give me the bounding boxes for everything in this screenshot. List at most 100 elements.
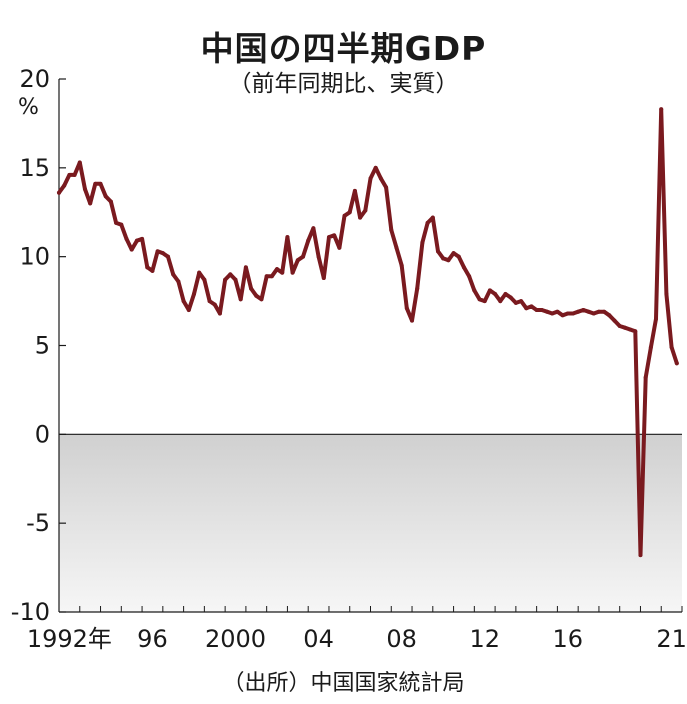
gdp-data-point [560,313,565,318]
gdp-data-point [228,272,233,277]
gdp-data-point [570,311,575,316]
gdp-data-point [88,201,93,206]
chart-subtitle: （前年同期比、実質） [228,71,459,97]
gdp-data-point [591,311,596,316]
x-tick-label: 1992年 [27,625,112,653]
gdp-data-point [565,311,570,316]
gdp-data-point [550,311,555,316]
gdp-data-point [223,277,228,282]
gdp-data-point [659,107,664,112]
gdp-data-point [389,228,394,233]
gdp-data-point [581,307,586,312]
gdp-data-point [57,190,61,195]
gdp-data-point [399,263,404,268]
gdp-data-point [233,277,238,282]
gdp-data-point [347,210,352,215]
gdp-data-point [358,215,363,220]
gdp-data-point [674,361,679,366]
gdp-data-point [202,277,207,282]
y-tick-label: 0 [35,420,50,448]
negative-region-shading [59,434,682,612]
gdp-data-point [98,181,103,186]
gdp-data-point [482,299,487,304]
gdp-data-point [669,345,674,350]
gdp-data-point [124,236,129,241]
gdp-data-point [275,267,280,272]
gdp-data-point [394,245,399,250]
y-tick-label: -5 [26,509,50,537]
gdp-data-point [576,309,581,314]
gdp-data-point [612,318,617,323]
gdp-data-point [295,258,300,263]
y-tick-label: 10 [19,243,50,271]
gdp-data-point [160,251,165,256]
gdp-data-point [316,254,321,259]
gdp-data-point [503,291,508,296]
gdp-data-point [254,293,259,298]
gdp-data-point [586,309,591,314]
gdp-data-point [513,300,518,305]
gdp-data-point [519,299,524,304]
gdp-data-point [166,254,171,259]
gdp-data-point [529,304,534,309]
gdp-data-point [384,185,389,190]
y-tick-label: 20 [19,65,50,93]
x-tick-label: 2000 [205,625,266,653]
gdp-data-point [321,275,326,280]
gdp-data-point [342,213,347,218]
gdp-data-point [181,299,186,304]
gdp-data-point [290,270,295,275]
gdp-data-point [456,254,461,259]
gdp-data-point [238,297,243,302]
gdp-data-point [373,165,378,170]
gdp-data-point [285,235,290,240]
gdp-data-point [498,299,503,304]
gdp-data-point [337,245,342,250]
gdp-data-point [420,240,425,245]
gdp-data-point [539,307,544,312]
gdp-data-point [664,291,669,296]
gdp-data-point [633,329,638,334]
x-tick-label: 08 [386,625,417,653]
gdp-data-point [508,295,513,300]
gdp-data-point [140,236,145,241]
gdp-data-point [415,286,420,291]
gdp-data-point [467,274,472,279]
gdp-data-point [622,325,627,330]
gdp-data-point [435,249,440,254]
gdp-data-point [326,235,331,240]
gdp-data-point [212,302,217,307]
gdp-data-point [301,254,306,259]
gdp-data-point [259,297,264,302]
y-tick-label: -10 [11,598,50,626]
gdp-data-point [487,288,492,293]
gdp-data-point [534,307,539,312]
gdp-data-point [628,327,633,332]
gdp-data-point [607,313,612,318]
x-tick-label: 12 [469,625,500,653]
y-tick-label: 15 [19,154,50,182]
gdp-data-point [186,307,191,312]
gdp-data-point [524,306,529,311]
gdp-data-point [461,265,466,270]
gdp-data-point [410,318,415,323]
gdp-data-point [545,309,550,314]
gdp-data-point [150,268,155,273]
gdp-data-point [62,183,67,188]
gdp-data-point [654,316,659,321]
gdp-data-point [311,226,316,231]
x-tick-label: 16 [553,625,584,653]
gdp-data-point [596,309,601,314]
gdp-data-point [145,265,150,270]
gdp-data-point [555,309,560,314]
x-tick-label: 04 [303,625,334,653]
chart-title: 中国の四半期GDP [200,29,487,68]
y-tick-label: 5 [35,332,50,360]
gdp-data-point [404,306,409,311]
gdp-data-point [368,176,373,181]
gdp-data-point [82,187,87,192]
gdp-data-point [243,265,248,270]
gdp-data-point [430,215,435,220]
gdp-data-point [134,238,139,243]
